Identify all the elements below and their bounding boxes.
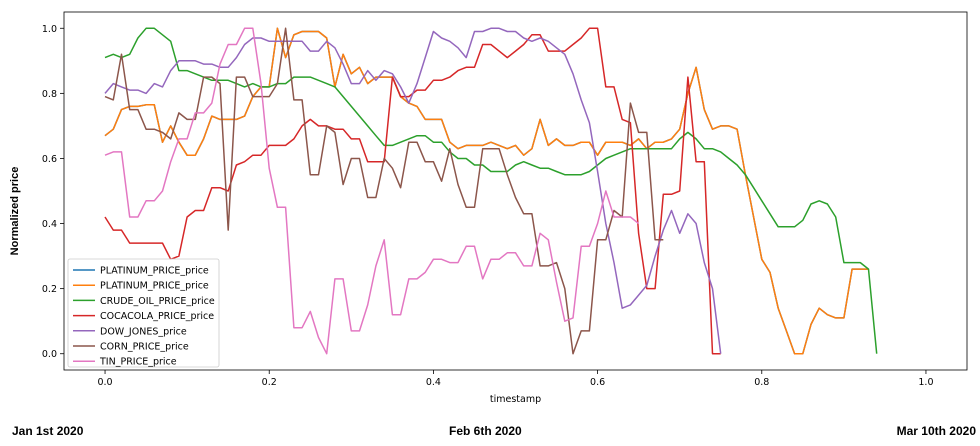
series-line [104,27,664,355]
start-date-label: Jan 1st 2020 [12,424,84,438]
x-axis-ticks: 0.0 0.2 0.4 0.6 0.8 1.0 [97,370,934,388]
legend-label: DOW_JONES_price [100,326,187,337]
series-line [104,27,869,355]
x-tick-label: 1.0 [918,377,933,388]
legend-label: CORN_PRICE_price [100,342,189,353]
legend-label: COCACOLA_PRICE_price [100,311,214,322]
legend-label: TIN_PRICE_price [99,357,177,368]
x-tick-label: 0.6 [590,377,605,388]
mid-date-label: Feb 6th 2020 [449,424,522,438]
end-date-label: Mar 10th 2020 [896,424,976,438]
y-tick-label: 0.4 [42,219,57,230]
series-line [104,27,640,355]
legend-label: PLATINUM_PRICE_price [100,281,209,292]
y-tick-label: 0.2 [42,284,57,295]
legend-frame [67,258,220,368]
x-tick-label: 0.4 [426,377,441,388]
x-tick-label: 0.0 [97,377,112,388]
y-axis-ticks: 0.0 0.2 0.4 0.6 0.8 1.0 [42,24,64,360]
y-axis-label: Normalized price [9,167,21,256]
legend: PLATINUM_PRICE_price PLATINUM_PRICE_price… [67,258,220,368]
y-tick-label: 0.6 [42,154,57,165]
legend-label: PLATINUM_PRICE_price [100,266,209,277]
y-tick-label: 1.0 [42,24,57,35]
series-line [104,27,878,354]
x-axis-label: timestamp [490,394,541,405]
x-tick-label: 0.8 [754,377,769,388]
plot-area-frame [63,11,968,371]
series-line [104,27,869,355]
x-tick-label: 0.2 [262,377,277,388]
legend-label: CRUDE_OIL_PRICE_price [100,296,215,307]
y-tick-label: 0.0 [42,349,57,360]
series-line [104,27,722,354]
series-layer [104,27,878,355]
y-tick-label: 0.8 [42,89,57,100]
legend-items: PLATINUM_PRICE_price PLATINUM_PRICE_price… [73,266,215,368]
